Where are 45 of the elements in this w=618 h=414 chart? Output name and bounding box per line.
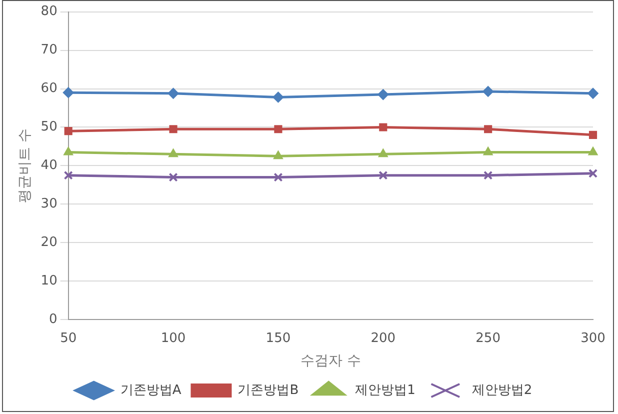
point: [272, 92, 284, 103]
point: [483, 146, 493, 156]
y-tick-label: 30: [40, 196, 58, 212]
point: [588, 130, 598, 139]
legend-label: 제안방법1: [355, 382, 416, 398]
point: [168, 172, 178, 182]
point: [482, 86, 494, 97]
point: [64, 146, 74, 156]
y-tick-label: 60: [40, 81, 58, 96]
point: [588, 168, 598, 178]
x-axis-title: 수검자 수: [300, 353, 361, 370]
point: [378, 170, 388, 180]
x-tick-label: 200: [370, 330, 396, 346]
point: [379, 123, 388, 132]
y-tick-label: 70: [40, 42, 58, 58]
y-tick-label: 50: [40, 120, 58, 135]
y-tick-label: 20: [40, 235, 58, 250]
point: [588, 88, 598, 99]
y-tick-label: 10: [40, 274, 58, 288]
point: [274, 172, 283, 182]
point: [378, 89, 389, 100]
legend-label: 기존방법A: [120, 382, 182, 398]
point: [64, 170, 73, 180]
point: [274, 125, 282, 134]
point: [169, 125, 178, 134]
y-axis-title: 평균비트 수: [17, 128, 34, 203]
legend-label: 기존방법B: [238, 382, 299, 398]
point: [273, 150, 284, 160]
y-tick-label: 0: [49, 312, 58, 327]
x-tick-label: 250: [476, 330, 500, 346]
x-tick-label: 150: [266, 330, 291, 346]
x-tick-label: 50: [60, 330, 77, 346]
y-tick-label: 80: [40, 4, 58, 20]
point: [484, 170, 493, 180]
x-tick-label: 100: [160, 330, 186, 346]
legend-label: 제안방법2: [472, 382, 532, 398]
point: [484, 125, 492, 134]
point: [62, 87, 74, 98]
point: [64, 127, 72, 136]
x-tick-label: 300: [580, 330, 606, 346]
y-tick-label: 40: [40, 158, 58, 174]
point: [168, 88, 179, 99]
point: [588, 146, 598, 156]
point: [378, 148, 388, 158]
point: [168, 148, 178, 158]
